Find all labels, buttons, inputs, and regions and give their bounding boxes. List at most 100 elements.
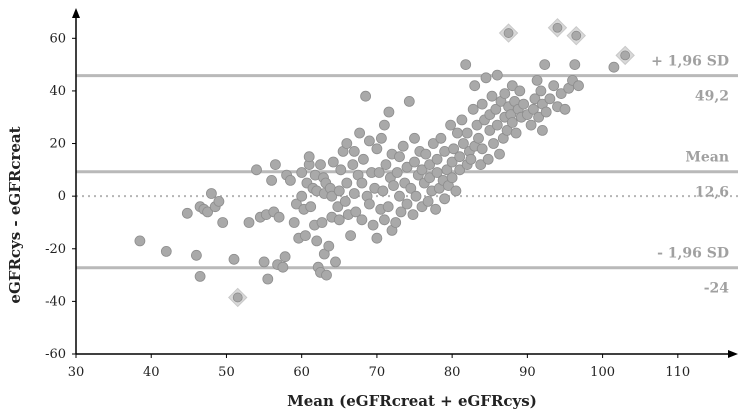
data-point xyxy=(266,174,278,186)
data-point xyxy=(454,151,466,163)
data-point xyxy=(213,195,225,207)
data-point xyxy=(446,156,458,168)
data-point xyxy=(445,119,457,131)
outlier-dot xyxy=(552,22,563,33)
data-point xyxy=(488,138,499,149)
data-point xyxy=(499,88,511,99)
x-tick-label: 80 xyxy=(444,365,461,380)
data-point xyxy=(258,256,270,268)
reference-labels: + 1,96 SD 49,2 Mean 12,6 - 1,96 SD -24 xyxy=(651,54,729,297)
data-point xyxy=(160,245,172,257)
data-point xyxy=(491,69,503,81)
data-point xyxy=(608,61,620,73)
y-axis-arrow xyxy=(72,8,80,18)
data-point xyxy=(469,80,481,92)
data-point xyxy=(410,190,422,202)
data-point xyxy=(321,269,332,281)
data-point xyxy=(383,106,395,118)
outlier-point xyxy=(615,45,635,66)
data-point xyxy=(448,143,460,155)
data-point xyxy=(228,253,240,265)
data-point xyxy=(430,203,442,215)
data-point xyxy=(431,153,443,165)
data-point xyxy=(332,201,344,213)
reference-label-name: - 1,96 SD xyxy=(657,246,729,262)
data-point xyxy=(347,159,359,171)
data-point xyxy=(409,132,420,144)
data-point xyxy=(405,182,417,194)
data-point xyxy=(476,143,488,155)
data-point xyxy=(486,90,498,102)
data-point xyxy=(391,167,403,178)
data-point xyxy=(378,119,390,131)
data-point xyxy=(528,103,539,115)
data-point xyxy=(377,185,389,197)
x-tick-label: 40 xyxy=(143,365,160,380)
y-axis-title: eGFRcys - eGFRcreat xyxy=(6,126,24,303)
data-point xyxy=(482,153,494,165)
data-point xyxy=(371,143,383,155)
data-point xyxy=(354,127,366,139)
data-point xyxy=(217,217,229,228)
data-point xyxy=(431,167,443,178)
data-point xyxy=(544,93,556,105)
data-point xyxy=(134,235,146,247)
data-point xyxy=(333,185,345,197)
data-point xyxy=(451,127,463,139)
data-point xyxy=(323,240,335,252)
data-point xyxy=(441,164,453,176)
data-point xyxy=(446,172,458,184)
data-point xyxy=(401,161,413,173)
outlier-points xyxy=(228,18,635,308)
data-point xyxy=(422,195,434,207)
data-point xyxy=(420,148,432,160)
y-tick-label: 60 xyxy=(49,31,66,46)
data-point xyxy=(388,180,399,192)
data-point xyxy=(461,127,473,139)
data-point xyxy=(427,138,439,149)
data-point xyxy=(181,207,193,219)
data-point xyxy=(262,273,274,285)
data-point xyxy=(194,270,206,282)
data-point xyxy=(373,167,385,178)
data-point xyxy=(531,75,543,86)
data-point xyxy=(375,132,387,144)
data-point xyxy=(439,193,451,205)
data-point xyxy=(407,209,419,221)
data-point xyxy=(341,138,353,149)
outlier-dot xyxy=(571,30,582,41)
data-point xyxy=(510,127,522,139)
data-point xyxy=(356,214,368,226)
data-point xyxy=(299,230,311,242)
reference-label-value: 12,6 xyxy=(695,185,729,201)
data-point xyxy=(506,80,518,92)
outlier-point xyxy=(228,287,248,308)
data-point xyxy=(279,251,291,263)
data-point xyxy=(367,219,379,231)
outlier-dot xyxy=(503,28,514,38)
x-axis-arrow xyxy=(728,350,738,358)
data-point xyxy=(569,59,581,70)
data-point xyxy=(465,153,477,165)
data-point xyxy=(435,132,447,144)
data-point xyxy=(475,159,487,171)
data-point xyxy=(484,124,496,136)
data-point xyxy=(555,88,567,99)
outlier-point xyxy=(498,23,519,43)
x-tick-label: 90 xyxy=(519,365,536,380)
reference-label-value: 49,2 xyxy=(695,89,729,105)
data-point xyxy=(311,235,323,247)
data-point xyxy=(315,159,326,171)
data-point xyxy=(305,201,317,213)
data-point xyxy=(539,59,551,70)
data-point xyxy=(473,132,484,144)
data-point xyxy=(288,217,300,228)
data-point xyxy=(535,85,547,97)
outlier-dot xyxy=(620,50,631,61)
data-point xyxy=(316,217,328,228)
data-point xyxy=(205,188,217,199)
data-point xyxy=(390,217,402,228)
x-tick-label: 30 xyxy=(68,365,85,380)
data-point xyxy=(357,153,369,165)
y-tick-label: 20 xyxy=(49,137,66,152)
